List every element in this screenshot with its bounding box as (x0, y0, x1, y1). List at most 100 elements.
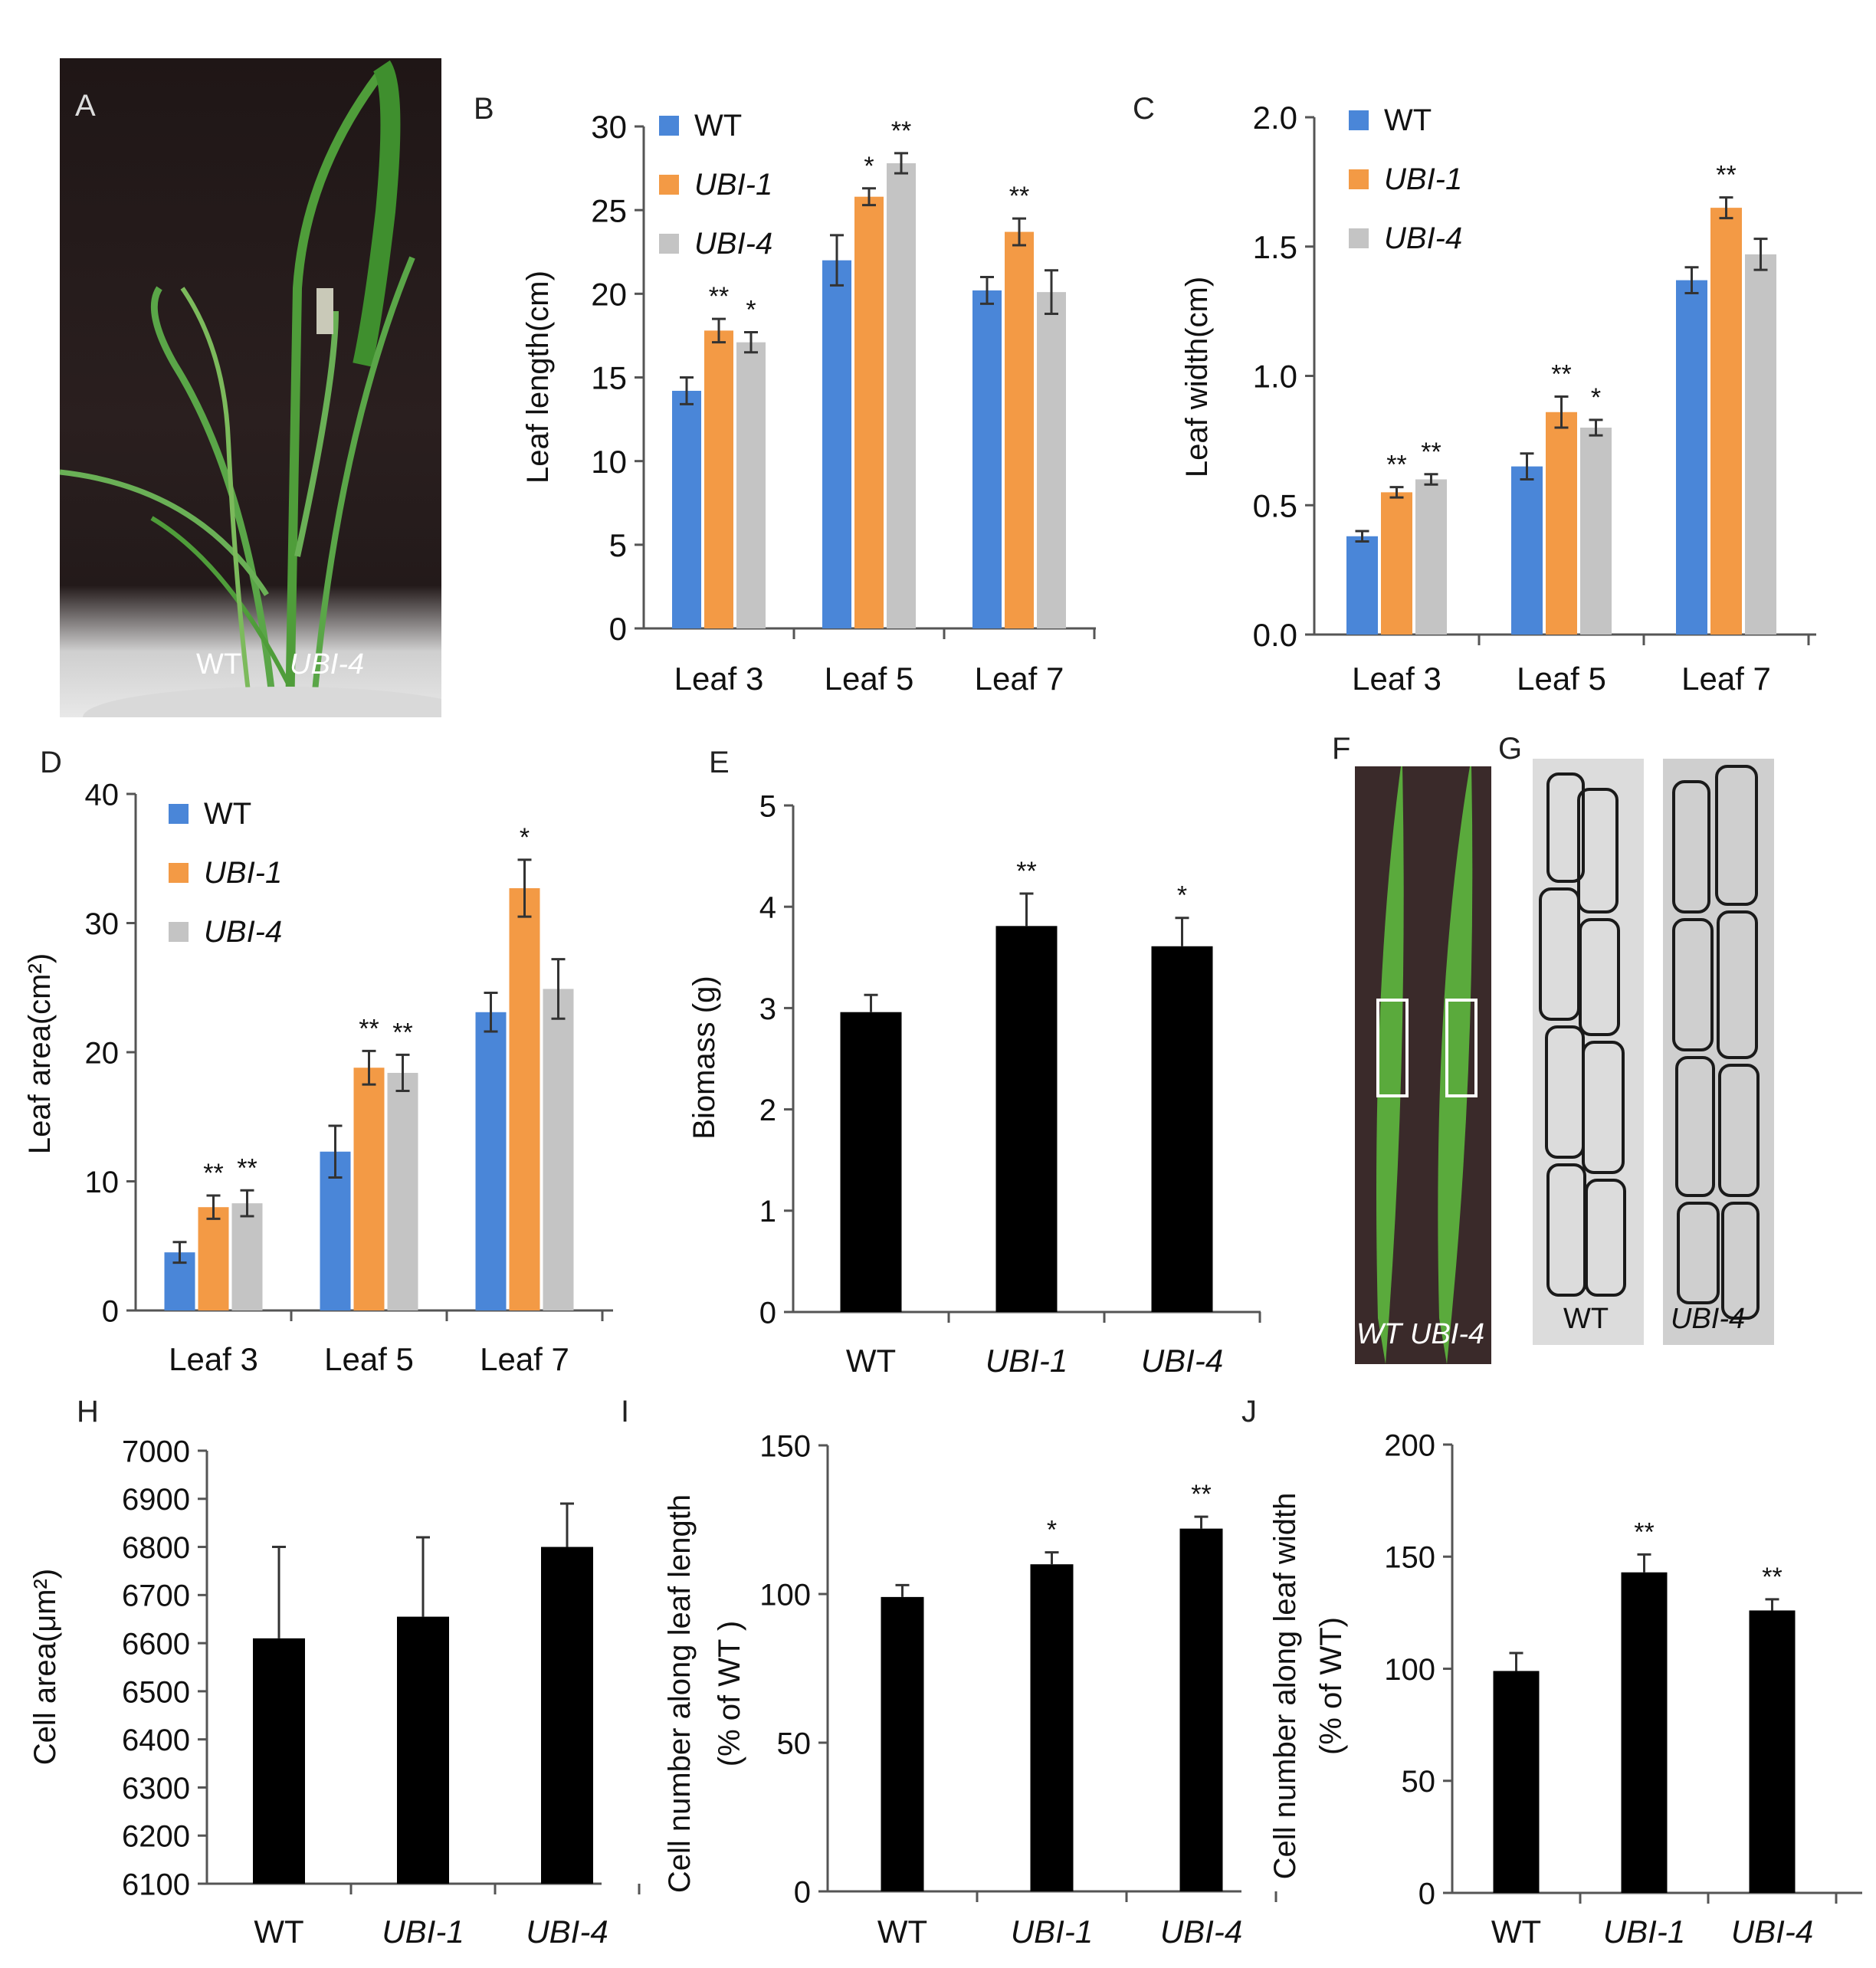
bar (1676, 280, 1707, 635)
y-tick-label: 5 (609, 527, 627, 563)
bar (1511, 466, 1543, 635)
y-tick-label: 40 (85, 778, 120, 812)
x-tick-label: UBI-4 (526, 1914, 608, 1950)
y-tick-label: 6300 (122, 1772, 190, 1806)
bar (231, 1203, 263, 1310)
plant-drawing (60, 60, 441, 717)
bar (704, 330, 733, 628)
legend-swatch (1349, 169, 1369, 189)
y-tick-label: 10 (85, 1166, 120, 1199)
bar (881, 1596, 924, 1891)
y-tick-label: 20 (591, 276, 627, 312)
y-tick-label: 0 (102, 1294, 119, 1328)
bar (1749, 1610, 1796, 1893)
panel-letter-F: F (1332, 732, 1351, 766)
legend-swatch (169, 863, 189, 883)
y-tick-label: 2.0 (1253, 100, 1297, 136)
bar (541, 1547, 593, 1884)
x-tick-label: WT (254, 1914, 303, 1950)
y-tick-label: 1 (759, 1195, 776, 1228)
bar (1179, 1528, 1223, 1891)
bar (543, 989, 574, 1310)
bar (253, 1638, 305, 1884)
legend-label: UBI-1 (694, 168, 772, 202)
micrograph-caption-wt: WT (1563, 1303, 1609, 1335)
y-tick-label: 6600 (122, 1628, 190, 1661)
leaf-photo: WT UBI-4 (1355, 766, 1491, 1364)
y-tick-label: 100 (759, 1578, 811, 1612)
significance-label: ** (1016, 857, 1036, 886)
significance-label: ** (203, 1159, 223, 1188)
bar (1346, 536, 1378, 635)
legend-swatch (169, 804, 189, 824)
leaf-caption-wt: WT (1356, 1318, 1402, 1350)
y-tick-label: 6400 (122, 1724, 190, 1757)
y-tick-label: 0 (609, 611, 627, 647)
y-tick-label: 0.5 (1253, 487, 1297, 523)
y-tick-label: 6900 (122, 1483, 190, 1517)
x-tick-label: Leaf 3 (1352, 661, 1441, 697)
y-axis-label-secondary: (% of WT) (1314, 1617, 1348, 1755)
y-axis-label: Cell area(μm²) (28, 1569, 62, 1765)
y-tick-label: 25 (591, 192, 627, 228)
y-tick-label: 0 (794, 1875, 811, 1909)
x-tick-label: UBI-4 (1141, 1343, 1223, 1379)
bar (1710, 208, 1742, 635)
bar (387, 1072, 418, 1310)
micrograph-wt: WT (1533, 759, 1644, 1345)
leaf-caption-ubi4: UBI-4 (1410, 1318, 1485, 1350)
significance-label: ** (392, 1018, 412, 1047)
y-tick-label: 1.0 (1253, 359, 1297, 395)
y-tick-label: 6200 (122, 1820, 190, 1854)
bar (475, 1012, 507, 1310)
bar (1151, 946, 1213, 1312)
panel-letter-I: I (621, 1395, 629, 1428)
y-axis-label: Biomass (g) (687, 976, 721, 1139)
y-tick-label: 7000 (122, 1435, 190, 1468)
significance-label: ** (1551, 360, 1571, 389)
significance-label: * (864, 152, 874, 181)
x-tick-label: UBI-1 (1603, 1914, 1685, 1950)
panel-letter-G: G (1498, 732, 1523, 766)
panel-letter-B: B (474, 92, 494, 126)
significance-label: ** (237, 1153, 257, 1182)
photo-caption-ubi4: UBI-4 (290, 648, 365, 681)
y-tick-label: 150 (759, 1429, 811, 1463)
y-tick-label: 20 (85, 1036, 120, 1070)
y-tick-label: 200 (1384, 1428, 1435, 1462)
legend-label: UBI-4 (694, 227, 772, 261)
y-tick-label: 6700 (122, 1579, 190, 1613)
panel-letter-C: C (1133, 92, 1155, 126)
bar (1580, 428, 1612, 635)
panel-letter-J: J (1241, 1395, 1257, 1428)
x-tick-label: UBI-1 (1011, 1914, 1093, 1950)
micrograph-ubi4-cells (1672, 765, 1760, 1320)
panel-letter-E: E (709, 746, 730, 779)
bar (840, 1012, 902, 1312)
y-axis-label: Cell number along leaf width (1268, 1493, 1302, 1880)
legend-label: WT (694, 109, 742, 143)
bar (397, 1616, 449, 1884)
significance-label: * (520, 823, 530, 852)
x-tick-label: UBI-1 (382, 1914, 464, 1950)
bar (995, 926, 1058, 1312)
x-tick-label: Leaf 5 (324, 1341, 414, 1377)
bar (1621, 1572, 1668, 1893)
photo-caption-wt: WT (196, 648, 242, 681)
y-tick-label: 4 (759, 891, 776, 925)
bar (1493, 1671, 1540, 1893)
y-tick-label: 30 (85, 907, 120, 941)
y-tick-label: 0 (759, 1296, 776, 1330)
y-axis-label: Leaf area(cm²) (23, 953, 57, 1154)
x-tick-label: WT (846, 1343, 896, 1379)
y-tick-label: 6500 (122, 1675, 190, 1709)
significance-label: ** (1386, 451, 1406, 480)
bar (1037, 292, 1066, 628)
y-tick-label: 5 (759, 789, 776, 823)
micrograph-caption-ubi4: UBI-4 (1671, 1303, 1746, 1335)
micrograph-wt-cells (1539, 772, 1626, 1297)
panel-letter-D: D (40, 746, 62, 779)
bar (198, 1207, 229, 1310)
bar (1030, 1564, 1074, 1891)
